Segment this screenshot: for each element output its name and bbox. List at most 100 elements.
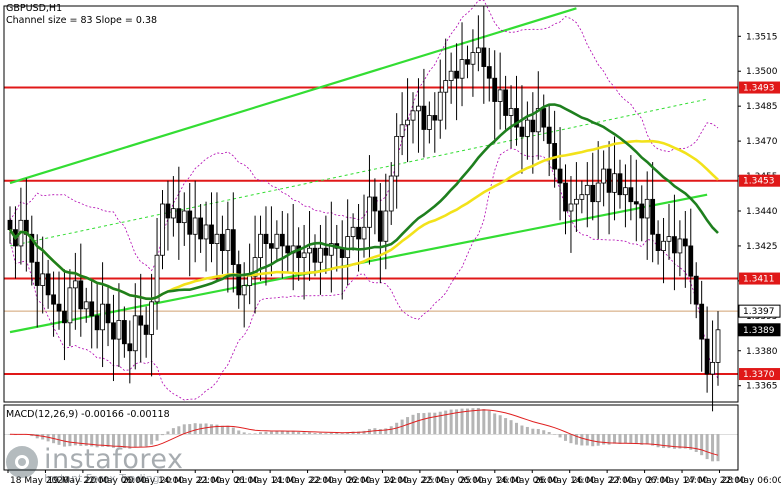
candle-body xyxy=(372,196,378,212)
candle-body xyxy=(345,236,351,258)
macd-bar xyxy=(346,432,350,435)
candle-body xyxy=(601,168,607,184)
candle-body xyxy=(606,168,612,193)
macd-bar xyxy=(640,434,644,445)
candle-body xyxy=(100,303,105,331)
candle-body xyxy=(682,238,688,247)
candle-body xyxy=(225,229,231,251)
macd-bar xyxy=(662,434,666,448)
candle-body xyxy=(236,264,242,296)
plot-frame xyxy=(3,5,739,403)
x-tick-label: 27 May 14:00 xyxy=(647,476,709,486)
candle-body xyxy=(62,310,67,324)
candle-body xyxy=(693,275,699,305)
x-tick-label: 26 May 14:00 xyxy=(534,476,596,486)
macd-bar xyxy=(634,434,638,445)
macd-bar xyxy=(308,432,312,435)
macd-bar xyxy=(602,434,606,445)
candle-body xyxy=(138,315,144,326)
x-tick-label: 21 May 06:00 xyxy=(197,476,259,486)
candle-body xyxy=(677,238,683,254)
candle-body xyxy=(252,257,258,277)
candle-body xyxy=(192,217,198,235)
candle-body xyxy=(323,247,329,256)
macd-bar xyxy=(166,431,170,435)
candle-body xyxy=(470,52,476,65)
candle-body xyxy=(459,59,465,79)
macd-bar xyxy=(645,434,649,445)
macd-bar xyxy=(656,434,660,448)
macd-bar xyxy=(101,434,105,447)
macd-bar xyxy=(569,434,573,444)
candle-body xyxy=(143,324,149,335)
y-tick-label: 1.3485 xyxy=(746,102,778,112)
candle-body xyxy=(89,301,95,317)
candle-body xyxy=(72,280,78,289)
macd-bar xyxy=(122,434,126,449)
macd-bar xyxy=(188,424,192,435)
candle-body xyxy=(170,208,176,219)
candle-body xyxy=(699,303,705,340)
macd-bar xyxy=(476,408,480,435)
x-tick-label: 25 May 06:00 xyxy=(422,476,484,486)
macd-bar xyxy=(106,434,110,447)
candle-body xyxy=(639,203,645,219)
candle-body xyxy=(416,105,421,112)
candle-body xyxy=(666,236,672,242)
macd-bar xyxy=(313,433,317,435)
candle-body xyxy=(279,233,285,247)
macd-bar xyxy=(406,417,410,435)
macd-bar xyxy=(324,433,328,435)
macd-bar xyxy=(329,432,333,435)
candle-body xyxy=(524,119,530,137)
macd-bar xyxy=(547,432,551,435)
level-tag xyxy=(739,81,780,94)
macd-bar xyxy=(79,434,83,446)
candle-body xyxy=(519,126,525,137)
macd-bar xyxy=(291,431,295,435)
macd-bar xyxy=(378,429,382,435)
candle-body xyxy=(111,322,116,340)
candle-body xyxy=(361,226,367,240)
candle-body xyxy=(356,226,361,240)
x-tick-label: 19 May 22:00 xyxy=(47,476,109,486)
candle-body xyxy=(383,210,389,242)
y-tick-label: 1.3500 xyxy=(746,67,778,77)
candle-body xyxy=(541,108,547,128)
candle-body xyxy=(219,233,225,251)
candle-body xyxy=(399,124,405,137)
chart-header: GBPUSD,H1 Channel size = 83 Slope = 0.38 xyxy=(6,3,157,27)
macd-bar xyxy=(629,434,633,444)
macd-bar xyxy=(35,434,39,439)
candle-body xyxy=(715,329,721,363)
candle-body xyxy=(497,89,503,102)
macd-bar xyxy=(259,432,263,435)
price-tag xyxy=(738,304,781,318)
candle-body xyxy=(394,136,400,177)
candle-body xyxy=(405,119,410,126)
macd-bar xyxy=(613,434,617,444)
price-tag-label: 1.3389 xyxy=(743,326,775,336)
macd-bar xyxy=(84,434,88,446)
candle-body xyxy=(535,108,541,133)
x-tick-label: 20 May 06:00 xyxy=(85,476,147,486)
candle-body xyxy=(247,275,253,286)
macd-bar xyxy=(536,429,540,435)
candle-body xyxy=(617,173,623,196)
candle-body xyxy=(269,243,274,249)
candle-body xyxy=(116,320,122,340)
macd-bar xyxy=(150,434,154,445)
macd-bar xyxy=(226,425,230,435)
macd-bar xyxy=(694,434,698,452)
candle-body xyxy=(410,110,416,121)
candle-body xyxy=(688,245,694,277)
y-tick-label: 1.3515 xyxy=(746,32,778,42)
macd-bar xyxy=(411,414,415,435)
axes: 1.35151.35001.34851.34701.34551.34401.34… xyxy=(3,5,781,486)
candle-body xyxy=(432,115,438,121)
macd-bar xyxy=(574,434,578,445)
candle-body xyxy=(285,245,291,254)
macd-bar xyxy=(95,434,99,448)
